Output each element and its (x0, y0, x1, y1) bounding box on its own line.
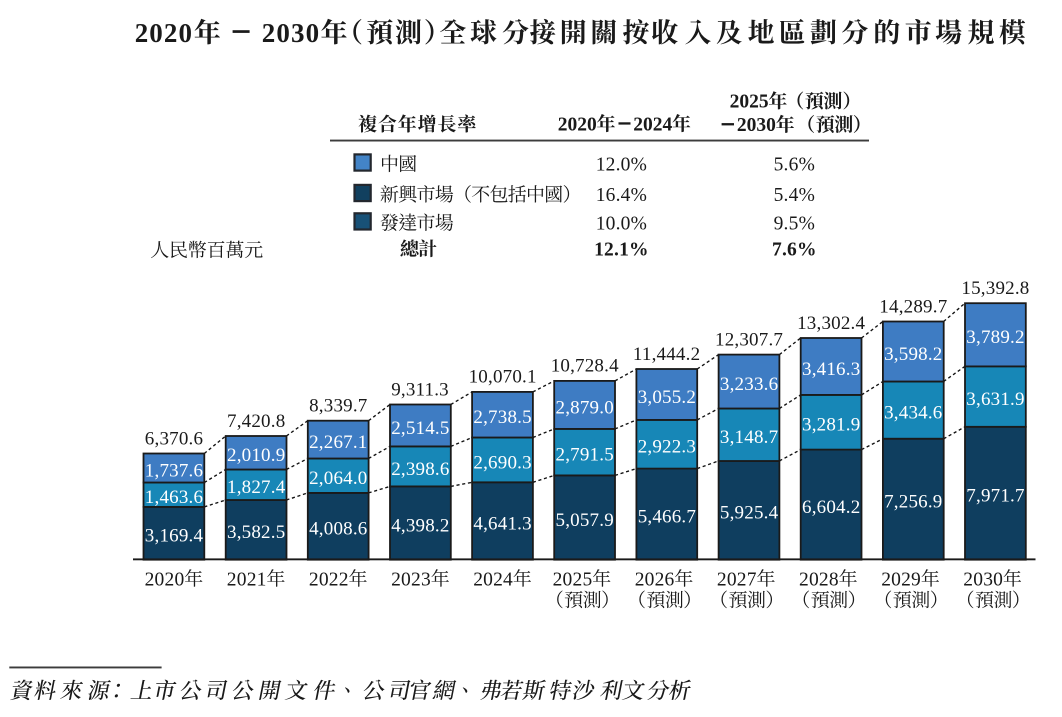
svg-text:11,444.2: 11,444.2 (633, 344, 700, 365)
svg-text:3,169.4: 3,169.4 (145, 526, 204, 547)
svg-text:2025: 2025 (553, 569, 593, 590)
svg-text:9,311.3: 9,311.3 (391, 379, 449, 400)
svg-text:2,738.5: 2,738.5 (473, 407, 531, 428)
svg-text:7.6%: 7.6% (772, 240, 817, 261)
svg-text:5,057.9: 5,057.9 (556, 510, 614, 531)
svg-text:5,466.7: 5,466.7 (638, 507, 696, 528)
svg-text:2025: 2025 (730, 92, 769, 113)
svg-text:10,070.1: 10,070.1 (469, 367, 537, 388)
svg-text:2030: 2030 (737, 115, 776, 136)
svg-text:1,463.6: 1,463.6 (145, 487, 203, 508)
svg-text:3,598.2: 3,598.2 (884, 344, 942, 365)
svg-text:2029: 2029 (881, 569, 921, 590)
svg-text:5.6%: 5.6% (774, 155, 815, 176)
svg-text:2020: 2020 (135, 18, 193, 48)
svg-text:2023: 2023 (391, 569, 431, 590)
svg-text:2028: 2028 (799, 569, 839, 590)
svg-text:2,010.9: 2,010.9 (227, 445, 285, 466)
svg-text:4,008.6: 4,008.6 (309, 519, 367, 540)
svg-text:2,922.3: 2,922.3 (638, 437, 696, 458)
svg-text:3,416.3: 3,416.3 (802, 359, 860, 380)
svg-text:3,233.6: 3,233.6 (720, 374, 778, 395)
svg-text:15,392.8: 15,392.8 (961, 278, 1029, 299)
svg-text:12.0%: 12.0% (596, 155, 647, 176)
svg-text:14,289.7: 14,289.7 (879, 296, 947, 317)
svg-text:3,148.7: 3,148.7 (720, 427, 778, 448)
svg-text:2024: 2024 (633, 114, 672, 135)
svg-text:3,055.2: 3,055.2 (638, 387, 696, 408)
svg-text:1,827.4: 1,827.4 (227, 477, 286, 498)
svg-text:5.4%: 5.4% (774, 185, 815, 206)
svg-text:10.0%: 10.0% (596, 214, 647, 235)
svg-text:10,728.4: 10,728.4 (551, 356, 619, 377)
svg-text:2027: 2027 (717, 569, 757, 590)
svg-text:3,434.6: 3,434.6 (884, 403, 942, 424)
svg-text:6,604.2: 6,604.2 (802, 497, 860, 518)
svg-text:4,641.3: 4,641.3 (473, 513, 531, 534)
svg-text:2,791.5: 2,791.5 (556, 445, 614, 466)
svg-text:2,514.5: 2,514.5 (391, 418, 449, 439)
svg-text:2,879.0: 2,879.0 (556, 397, 614, 418)
svg-text:3,789.2: 3,789.2 (966, 327, 1024, 348)
svg-text:9.5%: 9.5% (774, 214, 815, 235)
svg-text:2,690.3: 2,690.3 (473, 452, 531, 473)
svg-text:2020: 2020 (558, 114, 597, 135)
svg-text:8,339.7: 8,339.7 (309, 396, 367, 417)
svg-text:2,398.6: 2,398.6 (391, 459, 449, 480)
svg-text:1,737.6: 1,737.6 (145, 460, 203, 481)
svg-text:2,267.1: 2,267.1 (309, 432, 367, 453)
svg-text:2021: 2021 (227, 569, 267, 590)
svg-text:2,064.0: 2,064.0 (309, 468, 367, 489)
svg-text:2022: 2022 (309, 569, 349, 590)
svg-text:12.1%: 12.1% (594, 240, 649, 261)
svg-text:6,370.6: 6,370.6 (145, 428, 203, 449)
svg-text:2030: 2030 (963, 569, 1003, 590)
svg-text:5,925.4: 5,925.4 (720, 503, 779, 524)
svg-text:13,302.4: 13,302.4 (797, 313, 865, 334)
svg-text:7,420.8: 7,420.8 (227, 411, 285, 432)
svg-text:2030: 2030 (262, 18, 320, 48)
svg-text:7,256.9: 7,256.9 (884, 492, 942, 513)
svg-text:4,398.2: 4,398.2 (391, 515, 449, 536)
svg-text:2024: 2024 (473, 569, 513, 590)
svg-text:3,631.9: 3,631.9 (966, 389, 1024, 410)
svg-text:2020: 2020 (145, 569, 185, 590)
svg-text:16.4%: 16.4% (596, 185, 647, 206)
svg-text:3,582.5: 3,582.5 (227, 522, 285, 543)
svg-text:2026: 2026 (635, 569, 675, 590)
svg-text:12,307.7: 12,307.7 (715, 329, 783, 350)
svg-text:7,971.7: 7,971.7 (966, 486, 1024, 507)
svg-text:3,281.9: 3,281.9 (802, 415, 860, 436)
